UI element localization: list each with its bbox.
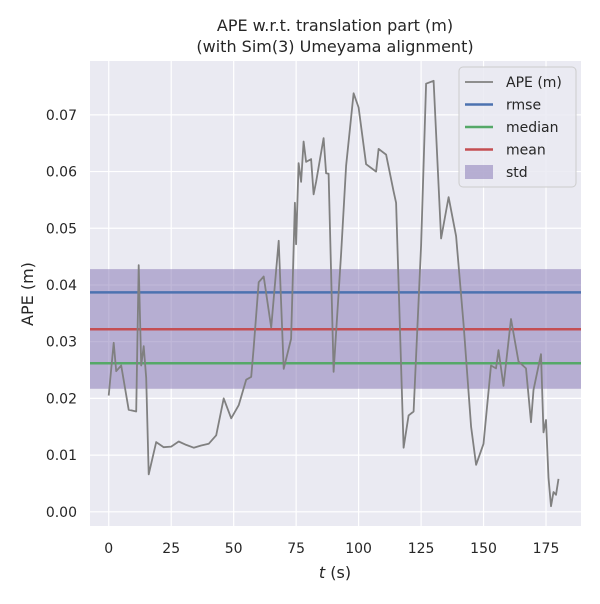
x-tick-label: 0 bbox=[104, 541, 113, 557]
legend-mean-label: mean bbox=[506, 143, 546, 159]
ape-series-line bbox=[107, 79, 560, 508]
x-tick-label: 175 bbox=[533, 541, 560, 557]
legend-rmse-label: rmse bbox=[506, 98, 541, 114]
y-tick-label: 0.05 bbox=[46, 221, 77, 237]
chart-title-group: APE w.r.t. translation part (m) (with Si… bbox=[196, 16, 473, 56]
legend-box bbox=[458, 66, 577, 188]
y-tick-labels: 0.00 0.01 0.02 0.03 0.04 0.05 0.06 0.07 bbox=[46, 108, 77, 521]
chart-subtitle: (with Sim(3) Umeyama alignment) bbox=[196, 37, 473, 56]
legend-ape-label: APE (m) bbox=[506, 75, 562, 91]
x-tick-label: 150 bbox=[470, 541, 497, 557]
x-tick-label: 75 bbox=[287, 541, 305, 557]
x-axis-label: t (s) bbox=[319, 563, 351, 582]
x-tick-label: 100 bbox=[345, 541, 372, 557]
y-tick-label: 0.00 bbox=[46, 505, 77, 521]
y-tick-label: 0.02 bbox=[46, 391, 77, 407]
x-tick-labels: 0 25 50 75 100 125 150 175 bbox=[104, 541, 559, 557]
y-tick-label: 0.07 bbox=[46, 108, 77, 124]
legend-median-label: median bbox=[506, 120, 558, 136]
y-axis-label: APE (m) bbox=[18, 262, 37, 326]
y-tick-label: 0.04 bbox=[46, 278, 77, 294]
chart-title: APE w.r.t. translation part (m) bbox=[217, 16, 453, 35]
legend: APE (m) rmse median mean std bbox=[458, 66, 577, 188]
x-tick-label: 50 bbox=[225, 541, 243, 557]
x-tick-label: 125 bbox=[408, 541, 435, 557]
x-tick-label: 25 bbox=[162, 541, 180, 557]
legend-std-swatch bbox=[465, 165, 493, 179]
x-axis-label-unit: (s) bbox=[325, 563, 351, 582]
y-tick-label: 0.03 bbox=[46, 335, 77, 351]
x-axis-label-var: t bbox=[319, 563, 326, 582]
y-tick-label: 0.06 bbox=[46, 165, 77, 181]
legend-std-label: std bbox=[506, 165, 528, 181]
series-layer bbox=[107, 79, 560, 508]
y-tick-label: 0.01 bbox=[46, 448, 77, 464]
